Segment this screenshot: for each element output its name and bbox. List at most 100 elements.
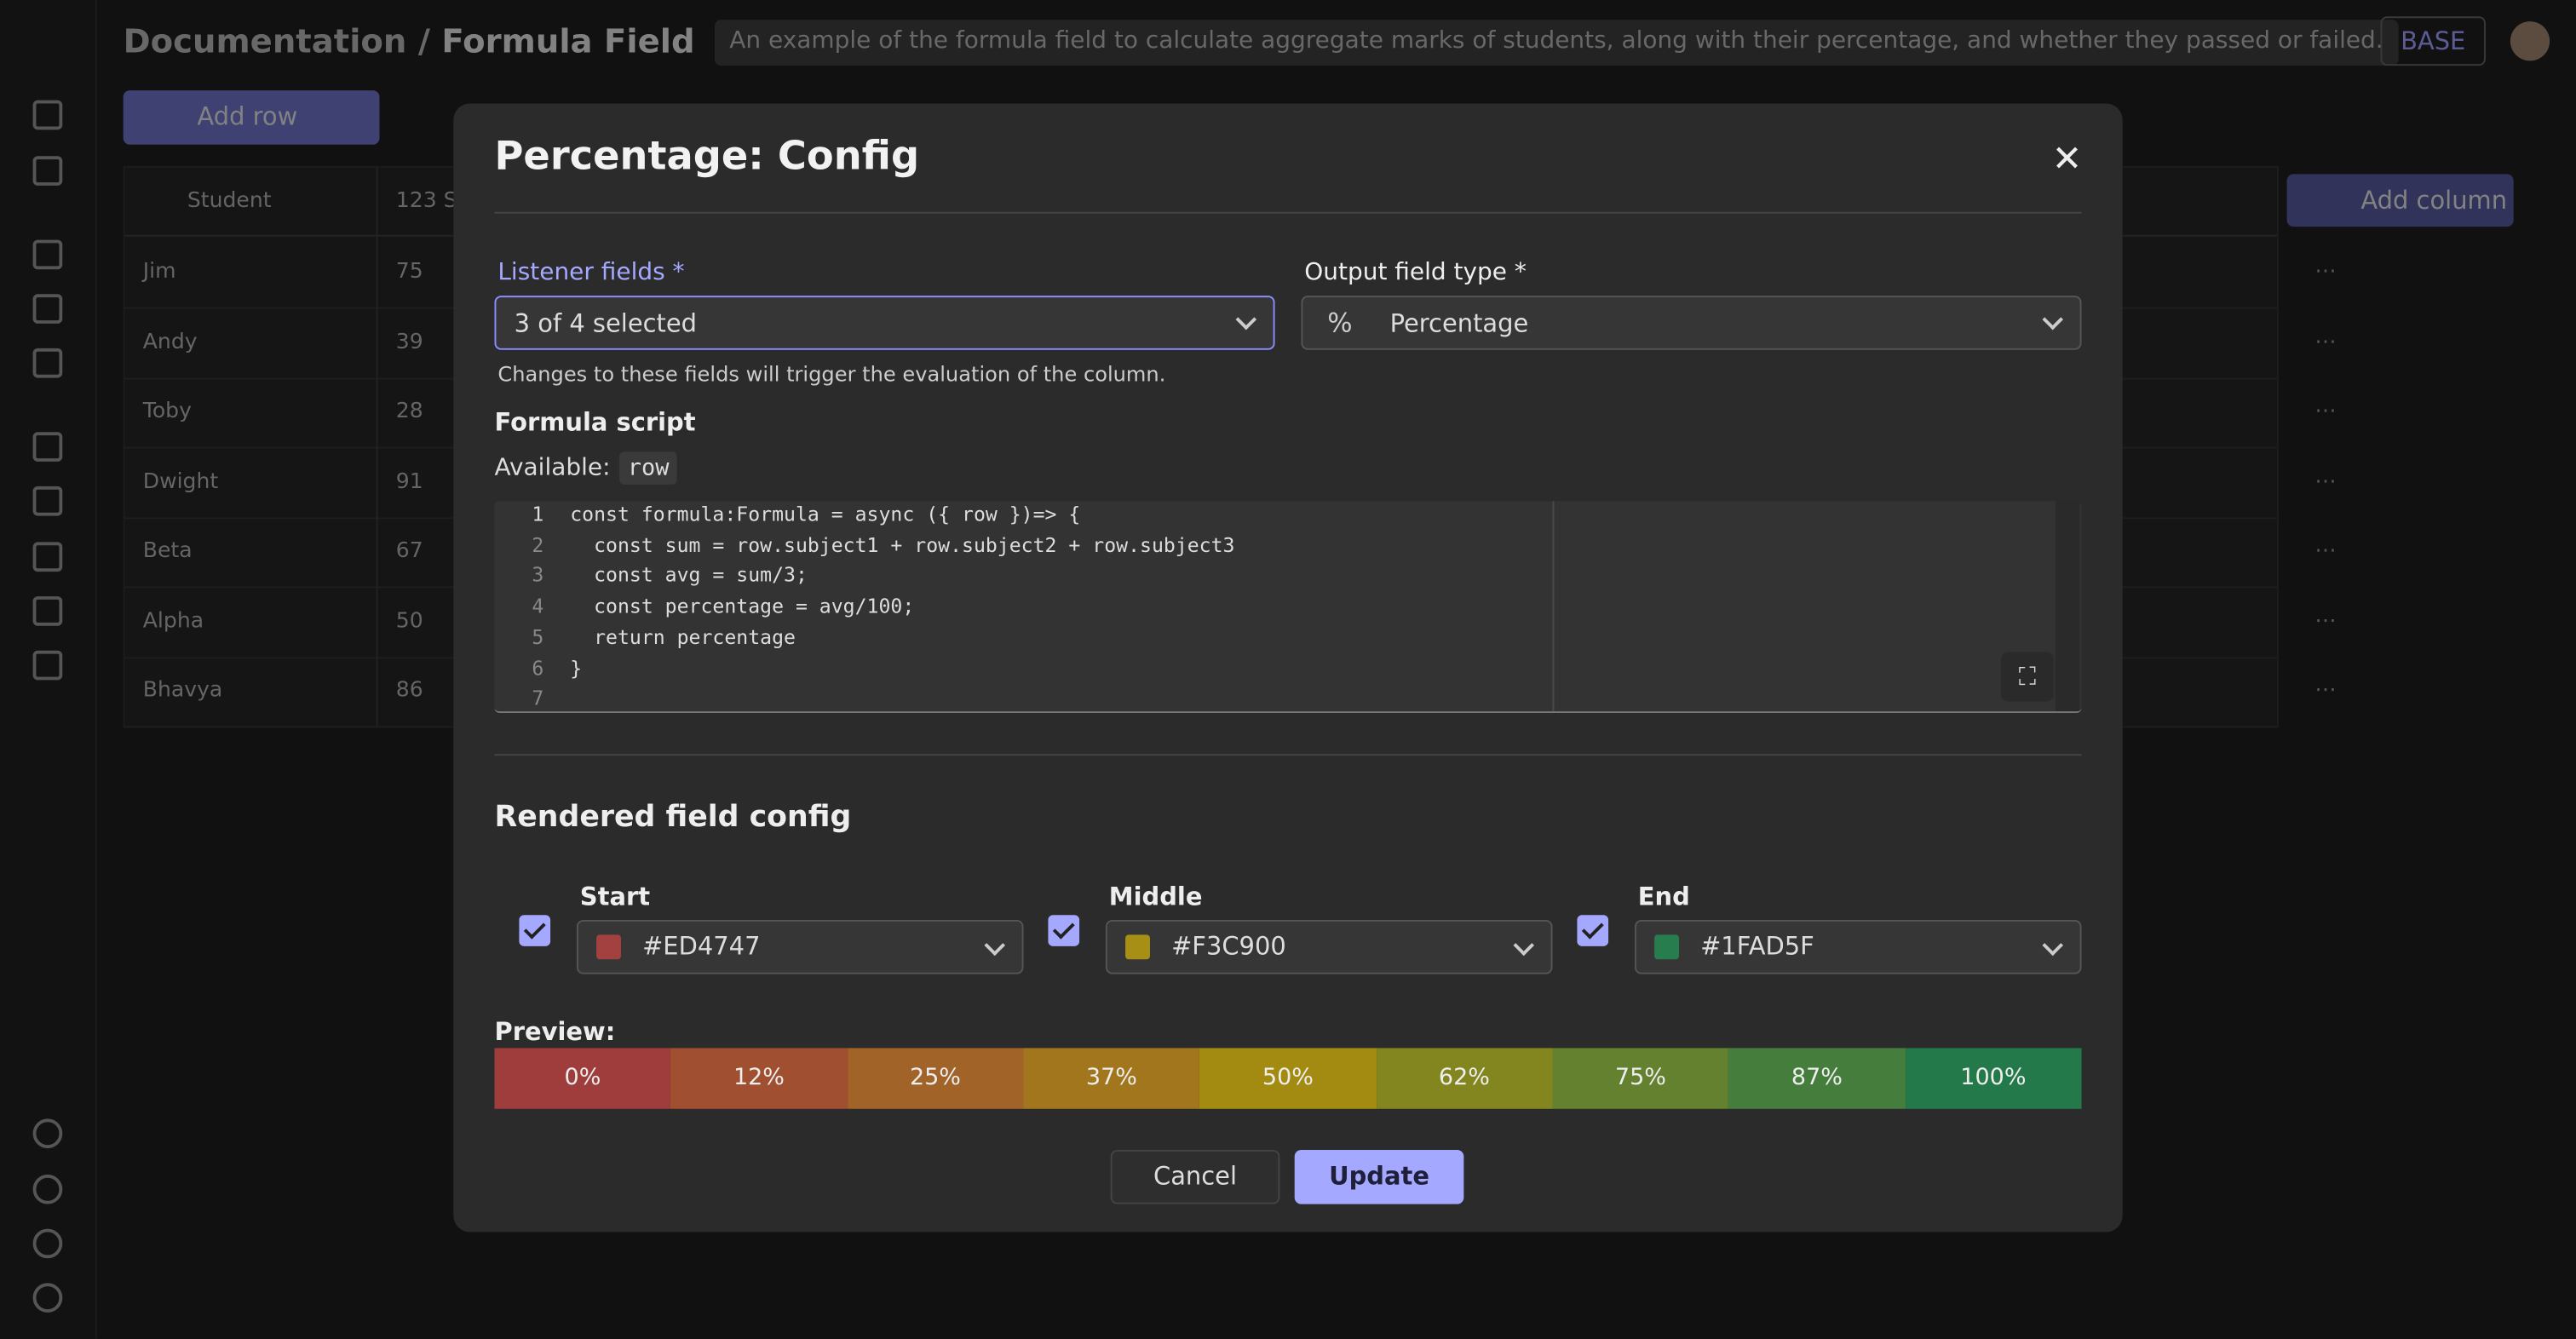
row-actions[interactable]: ⋯ [2314, 468, 2337, 494]
cell: Bhavya [142, 678, 223, 704]
sidebar [0, 0, 97, 1339]
cell: 50 [395, 608, 423, 634]
line-number: 3 [532, 564, 544, 588]
add-row-label: Add row [197, 101, 298, 132]
preview-label: Preview: [494, 1016, 616, 1047]
col-divider [376, 167, 378, 727]
row-actions[interactable]: ⋯ [2314, 678, 2337, 704]
code-editor[interactable]: ⛶ 1 const formula:Formula = async ({ row … [494, 501, 2082, 713]
checkbox[interactable] [1048, 915, 1080, 946]
sidebar-icon[interactable] [32, 486, 63, 516]
code-line: const sum = row.subject1 + row.subject2 … [570, 533, 1235, 557]
code-line: const avg = sum/3; [570, 564, 808, 588]
line-number: 2 [532, 533, 544, 557]
column-header: Student [187, 188, 272, 214]
row-actions[interactable]: ⋯ [2314, 259, 2337, 284]
cancel-button[interactable]: Cancel [1110, 1149, 1280, 1204]
base-badge[interactable]: BASE [2380, 16, 2486, 66]
line-number: 1 [532, 503, 544, 526]
output-select[interactable] [1301, 296, 2082, 350]
color-select[interactable] [576, 919, 1024, 974]
color-select[interactable] [1634, 919, 2082, 974]
preview-cell: 87% [1728, 1048, 1906, 1109]
checkbox[interactable] [519, 915, 551, 946]
row-actions[interactable]: ⋯ [2314, 399, 2337, 424]
code-line: const formula:Formula = async ({ row })=… [570, 503, 1081, 526]
row-actions[interactable]: ⋯ [2314, 329, 2337, 354]
crumb[interactable]: Formula Field [441, 21, 695, 61]
cell: Beta [142, 538, 193, 564]
modal-title: Percentage: Config [494, 133, 920, 180]
swatch [1125, 934, 1150, 960]
row-actions[interactable]: ⋯ [2314, 608, 2337, 634]
row-actions[interactable]: ⋯ [2314, 538, 2337, 564]
sidebar-icon[interactable] [32, 1228, 63, 1259]
preview-bar: 0% 12% 25% 37% 50% 62% 75% 87% 100% [494, 1048, 2082, 1109]
avatar[interactable] [2510, 21, 2550, 61]
scrollbar [2055, 501, 2080, 712]
cell: 67 [395, 538, 423, 564]
sidebar-icon[interactable] [32, 542, 63, 572]
preview-cell: 100% [1905, 1048, 2082, 1109]
preview-cell: 12% [670, 1048, 848, 1109]
help-text: Changes to these fields will trigger the… [497, 361, 1166, 387]
code-line: return percentage [570, 625, 796, 649]
add-row-button[interactable] [123, 90, 380, 145]
percent-icon: % [1327, 307, 1353, 339]
sidebar-icon[interactable] [32, 1118, 63, 1149]
field-label: Output field type * [1304, 259, 1527, 286]
color-value: #1FAD5F [1700, 931, 1814, 962]
sidebar-icon[interactable] [32, 1174, 63, 1204]
crumb[interactable]: Documentation [123, 21, 407, 61]
cell: 75 [395, 259, 423, 284]
cell: Jim [142, 259, 176, 284]
sidebar-icon[interactable] [32, 100, 63, 130]
sidebar-icon[interactable] [32, 1283, 63, 1313]
preview-cell: 50% [1199, 1048, 1377, 1109]
description-pill [714, 20, 2399, 66]
update-button[interactable]: Update [1294, 1149, 1464, 1204]
preview-cell: 0% [494, 1048, 671, 1109]
ruler [1552, 501, 1555, 712]
line-number: 7 [532, 687, 544, 710]
cell: Alpha [142, 608, 204, 634]
breadcrumb: Documentation / Formula Field [124, 21, 695, 60]
section-label: Formula script [494, 407, 696, 437]
sidebar-icon[interactable] [32, 432, 63, 462]
sidebar-icon[interactable] [32, 156, 63, 186]
stop-label: Start [579, 882, 651, 912]
preview-cell: 25% [847, 1048, 1024, 1109]
sidebar-icon[interactable] [32, 348, 63, 378]
separator: / [417, 21, 430, 61]
sidebar-icon[interactable] [32, 239, 63, 270]
sidebar-icon[interactable] [32, 650, 63, 681]
add-column-label: Add column [2360, 185, 2508, 216]
cell: Toby [142, 399, 192, 424]
listener-select[interactable] [494, 296, 1275, 350]
stop-label: End [1637, 882, 1690, 912]
color-select[interactable] [1105, 919, 1553, 974]
cell: 39 [395, 329, 423, 354]
cell: Dwight [142, 468, 219, 494]
stop-label: Middle [1108, 882, 1203, 912]
close-button[interactable]: ✕ [2051, 139, 2083, 181]
preview-cell: 75% [1552, 1048, 1729, 1109]
available-chip: row [619, 451, 678, 485]
code-line: } [570, 656, 583, 680]
modal: Percentage: Config ✕ Listener fields * 3… [453, 103, 2123, 1233]
cell: 91 [395, 468, 423, 494]
color-value: #ED4747 [642, 931, 761, 962]
sidebar-icon[interactable] [32, 596, 63, 626]
line-number: 5 [532, 625, 544, 649]
add-column-button[interactable] [2286, 174, 2514, 227]
divider [494, 754, 2082, 756]
checkbox[interactable] [1577, 915, 1609, 946]
swatch [1654, 934, 1679, 960]
preview-cell: 37% [1023, 1048, 1200, 1109]
fullscreen-button[interactable]: ⛶ [2000, 652, 2054, 702]
line-number: 4 [532, 595, 544, 618]
sidebar-icon[interactable] [32, 294, 63, 324]
section-title: Rendered field config [494, 800, 852, 835]
code-line: const percentage = avg/100; [570, 595, 915, 618]
cell: 28 [395, 399, 423, 424]
